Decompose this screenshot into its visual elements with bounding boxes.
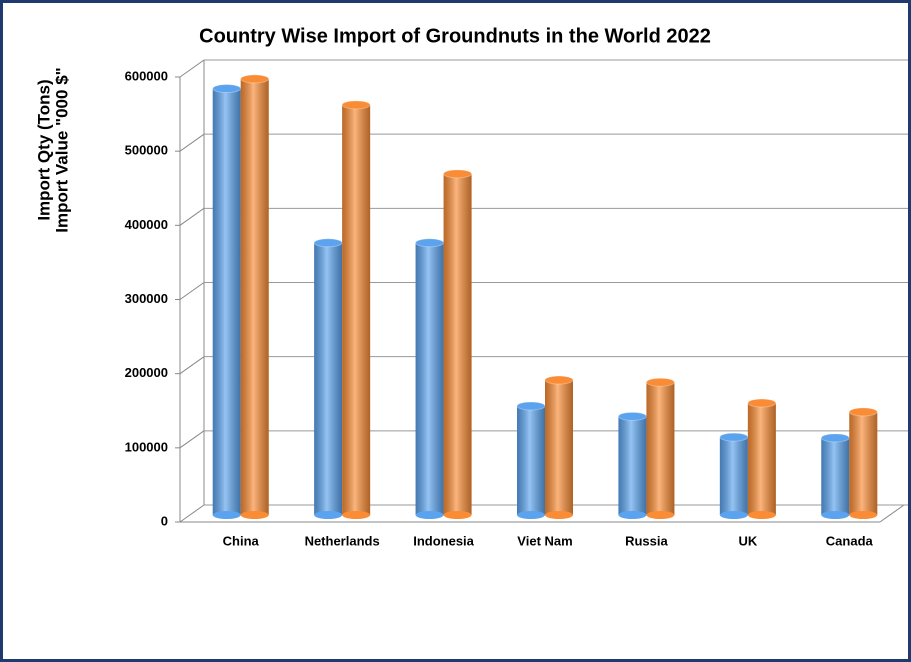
bar-shade <box>415 242 444 515</box>
bar-base <box>646 511 675 519</box>
x-tick-label: Netherlands <box>305 533 380 548</box>
grid-line <box>179 430 205 449</box>
bar-shade <box>314 242 343 515</box>
floor-line <box>879 504 905 523</box>
bar-shade <box>443 173 472 516</box>
grid-line <box>179 356 205 375</box>
bar-top <box>415 238 445 248</box>
y-tick-label: 400000 <box>125 217 168 232</box>
bar-top <box>544 375 574 385</box>
x-tick-label: UK <box>738 533 757 548</box>
bar-shade <box>719 437 748 515</box>
bar-top <box>341 100 371 110</box>
bar-base <box>212 511 241 519</box>
bar-top <box>719 432 749 442</box>
bar-shade <box>545 380 573 515</box>
grid-line <box>179 504 205 523</box>
bar-top <box>820 433 850 443</box>
grid-line <box>179 207 205 226</box>
grid-line <box>179 282 205 300</box>
bar-base <box>443 511 472 519</box>
y-tick-label: 300000 <box>125 291 168 306</box>
y-tick-label: 200000 <box>125 365 168 380</box>
bar-top <box>747 398 777 408</box>
bar-base <box>821 511 850 519</box>
bar-shade <box>618 416 647 515</box>
x-tick-label: Canada <box>826 533 874 548</box>
bar-shade <box>240 78 269 516</box>
bar-top <box>848 407 878 417</box>
y-tick-label: 500000 <box>125 143 168 158</box>
bar-shade <box>342 104 371 515</box>
bar-base <box>618 511 647 519</box>
bar-base <box>545 511 573 519</box>
bar-top <box>313 238 343 248</box>
y-axis-label-line: Import Qty (Tons) <box>34 79 53 220</box>
bar-base <box>849 511 878 519</box>
bar-top <box>617 411 647 421</box>
x-tick-label: Russia <box>625 533 668 548</box>
bar-base <box>719 511 748 519</box>
bar-top <box>516 401 546 411</box>
chart-title: Country Wise Import of Groundnuts in the… <box>199 25 711 47</box>
bar-base <box>342 511 371 519</box>
bar-shade <box>747 403 776 515</box>
grid-line <box>179 59 205 78</box>
bar-shade <box>821 437 850 515</box>
bar-top <box>240 74 270 84</box>
grid-line <box>179 133 205 152</box>
bar-top <box>443 169 473 179</box>
bar-shade <box>517 405 545 515</box>
bar-base <box>314 511 343 519</box>
bar-base <box>240 511 269 519</box>
x-tick-label: Indonesia <box>413 533 474 548</box>
x-tick-label: China <box>223 533 260 548</box>
bar-shade <box>849 411 878 515</box>
bar-base <box>415 511 444 519</box>
y-axis-label-line: Import Value "000 $" <box>52 67 71 232</box>
y-axis-label: Import Qty (Tons) Import Value "000 $" <box>34 67 71 232</box>
bar-base <box>517 511 545 519</box>
bar-shade <box>212 88 241 516</box>
y-tick-label: 100000 <box>125 439 168 454</box>
y-tick-label: 0 <box>161 513 168 528</box>
y-tick-label: 600000 <box>125 68 168 83</box>
x-tick-label: Viet Nam <box>517 533 572 548</box>
bar-base <box>747 511 776 519</box>
bar-shade <box>646 382 675 515</box>
bar-top <box>212 84 242 94</box>
bar-top <box>645 377 675 387</box>
